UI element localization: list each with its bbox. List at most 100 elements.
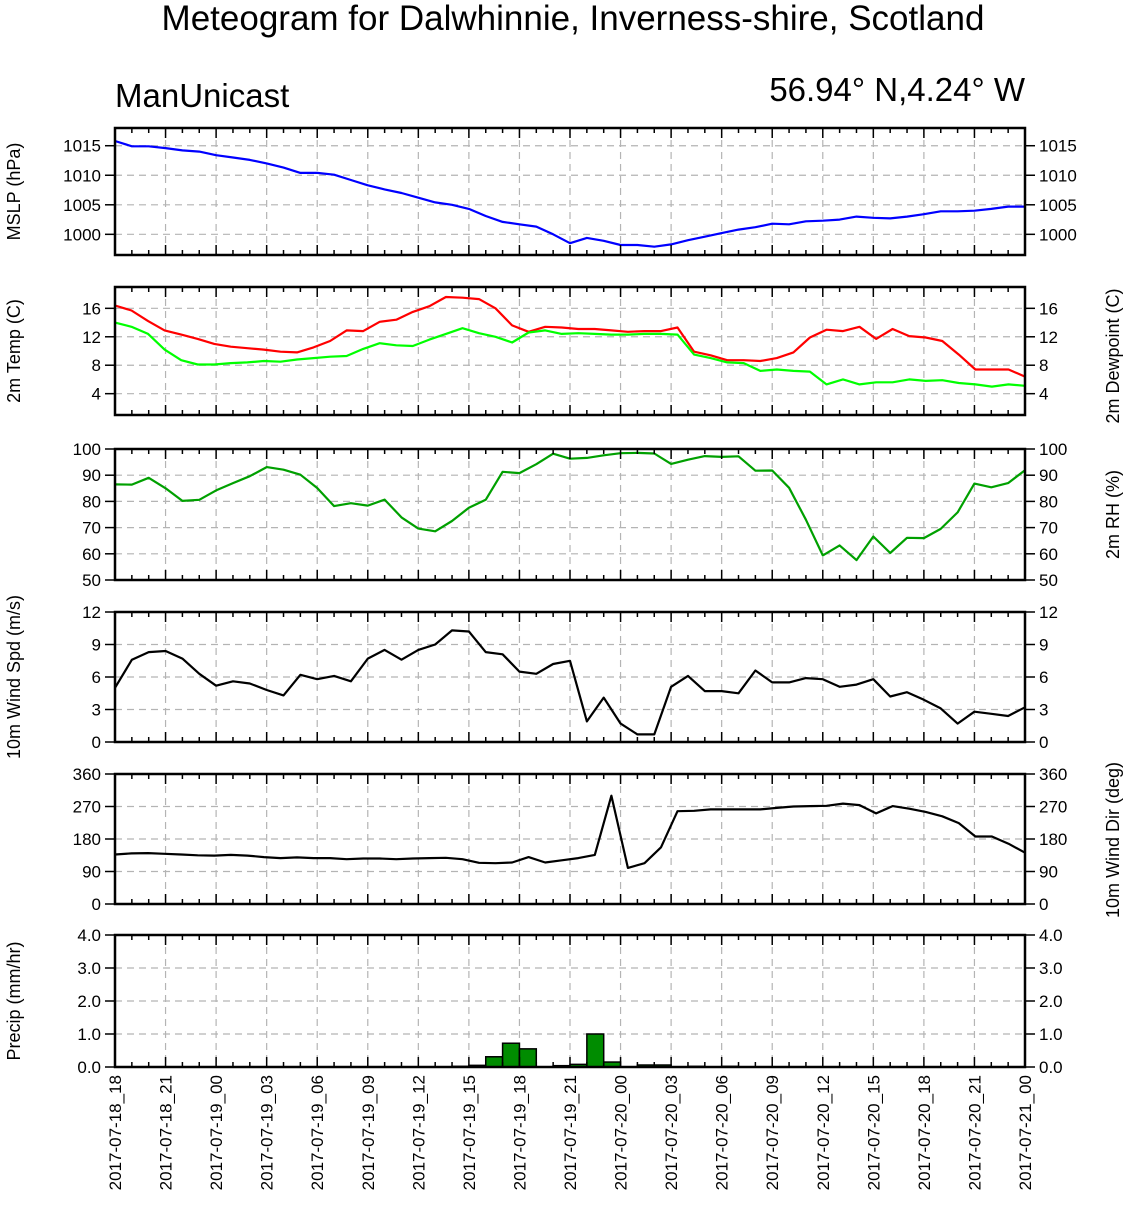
chart-title: Meteogram for Dalwhinnie, Inverness-shir… (162, 0, 985, 38)
x-tick-label: 2017-07-20_21 (965, 1075, 984, 1190)
x-tick-label: 2017-07-20_15 (864, 1075, 883, 1190)
y-tick-label-left: 360 (73, 765, 101, 784)
y-tick-label-right: 0 (1039, 895, 1048, 914)
panel-humidity: 50 50 60 60 70 70 80 80 90 90 100 100 2m RH (%) (73, 440, 1123, 590)
y-tick-label-right: 90 (1039, 466, 1058, 485)
y-tick-label-left: 60 (82, 545, 101, 564)
y-axis-label-left: 2m Temp (C) (4, 299, 24, 403)
y-tick-label-right: 1.0 (1039, 1025, 1063, 1044)
y-axis-label-right: 2m RH (%) (1103, 470, 1123, 559)
panel-temperature: 4 4 8 8 12 12 16 16 2m Temp (C) 2m Dewpoint (C) (4, 285, 1123, 424)
series-line (114, 629, 1026, 736)
y-tick-label-left: 270 (73, 798, 101, 817)
location-coordinates: 56.94° N,4.24° W (769, 71, 1026, 108)
y-tick-label-left: 90 (82, 466, 101, 485)
y-tick-label-left: 4.0 (77, 926, 101, 945)
precip-bar (501, 1042, 521, 1068)
y-tick-label-left: 100 (73, 440, 101, 459)
x-axis: 2017-07-18_18 2017-07-18_21 2017-07-19_00 2… (106, 1075, 1035, 1190)
y-tick-label-right: 6 (1039, 668, 1048, 687)
x-tick-label: 2017-07-21_00 (1016, 1075, 1035, 1190)
x-tick-label: 2017-07-19_12 (409, 1075, 428, 1190)
y-tick-label-left: 9 (92, 636, 101, 655)
y-tick-label-right: 2.0 (1039, 992, 1063, 1011)
y-tick-label-left: 16 (82, 299, 101, 318)
y-axis-label-left: 10m Wind Spd (m/s) (4, 595, 24, 759)
y-tick-label-left: 0 (92, 733, 101, 752)
y-tick-label-left: 90 (82, 863, 101, 882)
y-tick-label-right: 270 (1039, 798, 1067, 817)
y-tick-label-right: 360 (1039, 765, 1067, 784)
y-tick-label-right: 90 (1039, 863, 1058, 882)
y-tick-label-left: 1.0 (77, 1025, 101, 1044)
precip-bar (518, 1048, 538, 1068)
series-line (114, 139, 1025, 248)
y-tick-label-left: 3.0 (77, 959, 101, 978)
precip-bar (484, 1056, 504, 1068)
y-tick-label-right: 80 (1039, 492, 1058, 511)
series-line (114, 451, 1026, 562)
y-tick-label-left: 12 (82, 603, 101, 622)
x-tick-label: 2017-07-19_21 (561, 1075, 580, 1190)
y-tick-label-right: 12 (1039, 328, 1058, 347)
y-tick-label-left: 6 (92, 668, 101, 687)
y-tick-label-right: 60 (1039, 545, 1058, 564)
x-tick-label: 2017-07-20_06 (713, 1075, 732, 1190)
y-tick-label-right: 1015 (1039, 137, 1077, 156)
x-tick-label: 2017-07-20_12 (814, 1075, 833, 1190)
y-tick-label-right: 4 (1039, 385, 1048, 404)
y-tick-label-left: 180 (73, 830, 101, 849)
series-line (114, 321, 1026, 388)
y-tick-label-left: 8 (92, 356, 101, 375)
x-tick-label: 2017-07-20_03 (662, 1075, 681, 1190)
panel-precipitation: 0.0 0.0 1.0 1.0 2.0 2.0 3.0 3.0 4.0 4.0 Precip (mm… (4, 926, 1063, 1077)
x-tick-label: 2017-07-19_15 (460, 1075, 479, 1190)
y-tick-label-right: 0.0 (1039, 1058, 1063, 1077)
y-tick-label-right: 3.0 (1039, 959, 1063, 978)
panel-wind-speed: 0 0 3 3 6 6 9 9 12 12 10m Wind Spd (m/s) (4, 595, 1058, 759)
y-tick-label-left: 0.0 (77, 1058, 101, 1077)
y-tick-label-left: 4 (92, 385, 101, 404)
y-tick-label-left: 1010 (63, 166, 101, 185)
y-tick-label-right: 3 (1039, 701, 1048, 720)
series-line (114, 295, 1026, 378)
y-tick-label-right: 1005 (1039, 196, 1077, 215)
y-tick-label-right: 8 (1039, 356, 1048, 375)
x-tick-label: 2017-07-19_06 (308, 1075, 327, 1190)
y-tick-label-right: 50 (1039, 571, 1058, 590)
model-name: ManUnicast (115, 77, 289, 114)
y-tick-label-left: 80 (82, 492, 101, 511)
panel-mslp: 1000 1000 1005 1005 1010 1010 1015 1015 MSLP (hP… (4, 126, 1077, 257)
y-tick-label-left: 70 (82, 519, 101, 538)
x-tick-label: 2017-07-19_09 (359, 1075, 378, 1190)
y-tick-label-left: 1005 (63, 196, 101, 215)
x-tick-label: 2017-07-19_18 (510, 1075, 529, 1190)
y-tick-label-left: 2.0 (77, 992, 101, 1011)
y-tick-label-right: 0 (1039, 733, 1048, 752)
y-tick-label-right: 1000 (1039, 225, 1077, 244)
y-tick-label-left: 1000 (63, 225, 101, 244)
x-tick-label: 2017-07-20_09 (763, 1075, 782, 1190)
y-tick-label-left: 12 (82, 328, 101, 347)
y-tick-label-right: 12 (1039, 603, 1058, 622)
x-tick-label: 2017-07-19_00 (207, 1075, 226, 1190)
x-tick-label: 2017-07-19_03 (258, 1075, 277, 1190)
y-tick-label-left: 50 (82, 571, 101, 590)
y-tick-label-left: 0 (92, 895, 101, 914)
y-tick-label-right: 70 (1039, 519, 1058, 538)
y-tick-label-right: 1010 (1039, 166, 1077, 185)
y-tick-label-left: 3 (92, 701, 101, 720)
panel-wind-direction: 0 0 90 90 180 180 270 270 360 360 10m Wind Dir (de… (73, 762, 1123, 918)
y-tick-label-right: 180 (1039, 830, 1067, 849)
y-tick-label-left: 1015 (63, 137, 101, 156)
y-tick-label-right: 9 (1039, 636, 1048, 655)
x-tick-label: 2017-07-18_21 (157, 1075, 176, 1190)
x-tick-label: 2017-07-18_18 (106, 1075, 125, 1190)
y-axis-label-right: 2m Dewpoint (C) (1103, 288, 1123, 423)
y-tick-label-right: 100 (1039, 440, 1067, 459)
precip-bar (586, 1033, 605, 1068)
y-axis-label-right: 10m Wind Dir (deg) (1103, 762, 1123, 918)
y-tick-label-right: 16 (1039, 299, 1058, 318)
